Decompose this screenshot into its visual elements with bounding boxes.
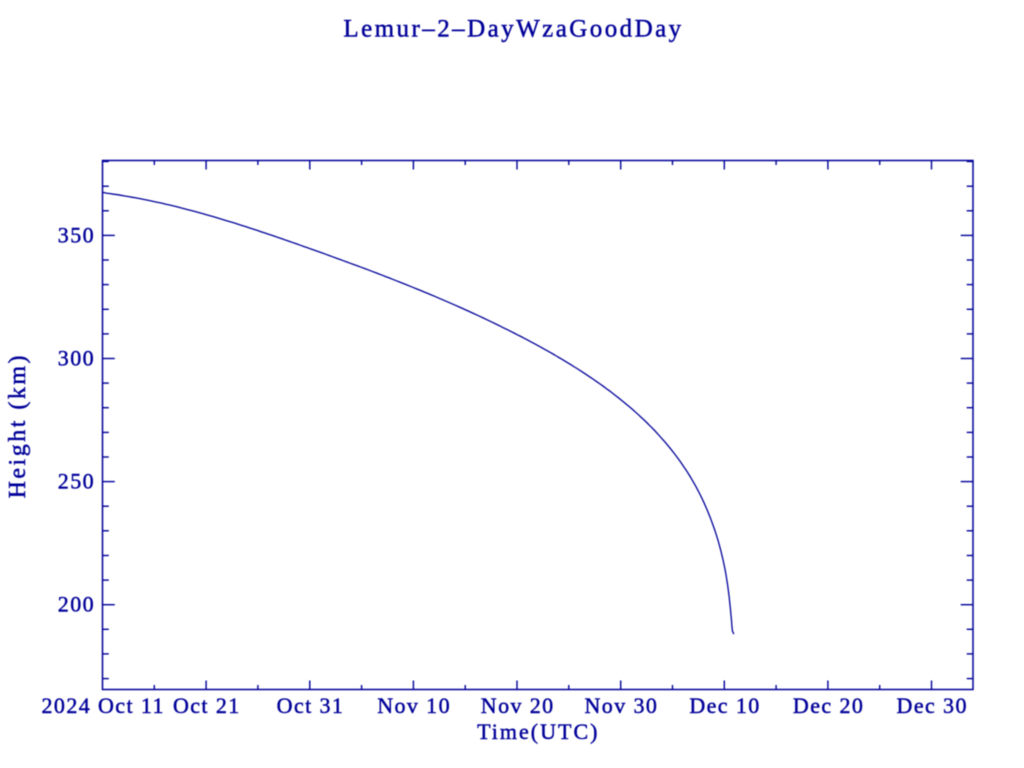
svg-text:Nov 10: Nov 10 [377,693,451,718]
svg-text:350: 350 [58,222,95,247]
svg-text:Dec 10: Dec 10 [689,693,760,718]
svg-text:2024 Oct 11: 2024 Oct 11 [42,693,165,718]
svg-text:Oct 31: Oct 31 [277,693,345,718]
svg-text:Time(UTC): Time(UTC) [477,719,599,744]
svg-text:Dec 30: Dec 30 [897,693,968,718]
svg-text:Dec 20: Dec 20 [793,693,864,718]
svg-text:Nov 20: Nov 20 [481,693,555,718]
svg-text:Oct 21: Oct 21 [173,693,241,718]
svg-text:Height (km): Height (km) [5,353,31,498]
svg-text:Nov 30: Nov 30 [585,693,659,718]
svg-text:200: 200 [58,592,95,617]
svg-text:300: 300 [58,346,95,371]
svg-text:250: 250 [58,469,95,494]
svg-text:Lemur–2–DayWzaGoodDay: Lemur–2–DayWzaGoodDay [343,15,683,42]
